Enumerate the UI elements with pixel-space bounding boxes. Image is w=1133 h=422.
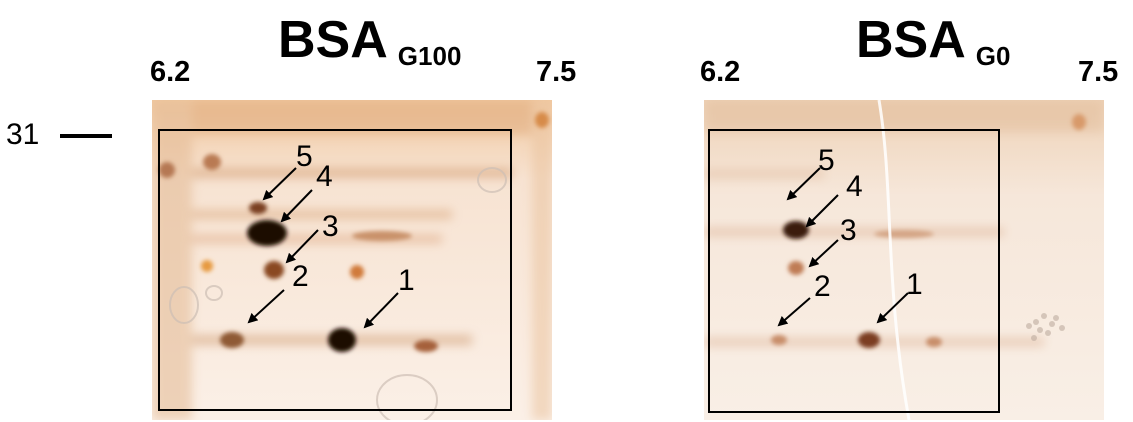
p2-spot-label-1: 1 <box>906 268 923 301</box>
mw-marker-label: 31 <box>6 118 40 151</box>
p1-spot-label-1: 1 <box>398 264 415 297</box>
panel2-ph-high: 7.5 <box>1078 56 1119 88</box>
p1-spot-label-5: 5 <box>296 140 313 173</box>
gel-image-g100 <box>152 100 552 420</box>
p2-spot-label-3: 3 <box>840 214 857 247</box>
gel-image-g0 <box>704 100 1104 420</box>
panel2-title-main: BSA <box>856 11 966 69</box>
panel1-title: BSA G100 <box>278 11 461 69</box>
p2-spot-label-2: 2 <box>814 270 831 303</box>
p1-spot-label-4: 4 <box>316 160 333 193</box>
panel1-ph-high: 7.5 <box>536 56 577 88</box>
panel2-title-subscript: G0 <box>975 41 1011 71</box>
panel1-title-subscript: G100 <box>397 41 462 71</box>
panel2-ph-low: 6.2 <box>700 56 741 88</box>
mw-marker-tick <box>60 134 112 138</box>
panel1-ph-low: 6.2 <box>150 56 191 88</box>
p2-spot-label-4: 4 <box>846 170 863 203</box>
p2-spot-label-5: 5 <box>818 144 835 177</box>
panel2-title: BSA G0 <box>856 11 1010 69</box>
p1-spot-label-3: 3 <box>322 210 339 243</box>
p1-spot-label-2: 2 <box>292 260 309 293</box>
panel1-title-main: BSA <box>278 11 388 69</box>
